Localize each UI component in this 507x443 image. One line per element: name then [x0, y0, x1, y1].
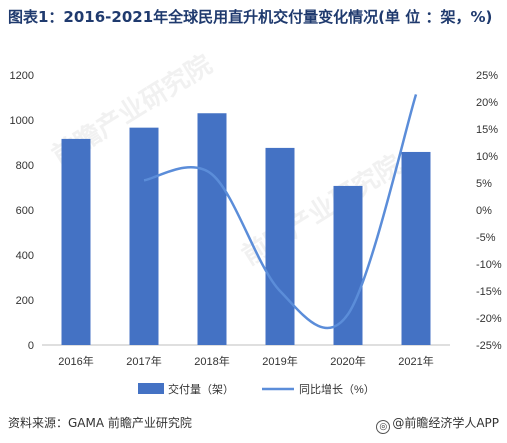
- right-axis-tick-label: -5%: [476, 232, 496, 244]
- bar-2017年: [129, 127, 159, 346]
- right-axis-tick-label: -25%: [476, 340, 502, 352]
- right-axis-tick-label: -10%: [476, 259, 502, 271]
- x-axis-tick-label: 2021年: [398, 354, 433, 368]
- bar-2019年: [265, 147, 295, 345]
- left-axis-tick-label: 0: [28, 340, 34, 352]
- x-axis-tick-label: 2018年: [194, 354, 229, 368]
- left-axis-tick-label: 200: [16, 295, 34, 307]
- left-axis-tick-label: 800: [16, 160, 34, 172]
- left-axis-tick-label: 600: [16, 205, 34, 217]
- right-axis-tick-label: -15%: [476, 286, 502, 298]
- brand-logo-icon: ◎: [376, 420, 391, 434]
- x-axis-tick-label: 2016年: [58, 354, 93, 368]
- bar-2020年: [333, 185, 363, 345]
- brand-credit: ◎ @前瞻经济学人APP: [376, 414, 499, 434]
- right-axis-tick-label: 15%: [476, 124, 498, 136]
- x-axis-tick-label: 2020年: [330, 354, 365, 368]
- legend-swatch-bar: [138, 383, 164, 394]
- chart-title: 图表1：2016-2021年全球民用直升机交付量变化情况(单 位 ：架，%): [8, 8, 493, 26]
- right-axis-tick-label: 0%: [476, 205, 492, 217]
- right-axis-tick-label: 20%: [476, 97, 498, 109]
- growth-rate-line: [143, 94, 418, 330]
- right-axis-tick-label: -20%: [476, 313, 502, 325]
- brand-text: @前瞻经济学人APP: [392, 416, 499, 430]
- x-axis-tick-label: 2017年: [126, 354, 161, 368]
- legend-label-bar: 交付量（架）: [168, 382, 234, 396]
- bar-2021年: [401, 151, 431, 345]
- source-note: 资料来源：GAMA 前瞻产业研究院: [8, 416, 192, 430]
- right-axis-tick-label: 25%: [476, 70, 498, 82]
- bar-2016年: [61, 138, 91, 345]
- right-axis-tick-label: 10%: [476, 151, 498, 163]
- legend-label-line: 同比增长（%）: [299, 382, 375, 396]
- left-axis-tick-label: 1200: [10, 70, 34, 82]
- bar-2018年: [197, 113, 227, 345]
- left-axis-tick-label: 400: [16, 250, 34, 262]
- x-axis-tick-label: 2019年: [262, 354, 297, 368]
- left-axis-tick-label: 1000: [10, 115, 34, 127]
- right-axis-tick-label: 5%: [476, 178, 492, 190]
